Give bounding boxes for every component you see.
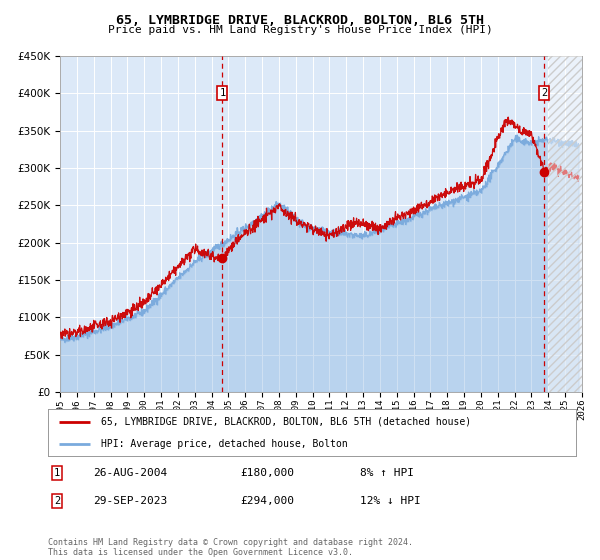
Bar (548, 56, 582, 392)
Text: 29-SEP-2023: 29-SEP-2023 (93, 496, 167, 506)
Text: 2: 2 (54, 496, 60, 506)
Text: 12% ↓ HPI: 12% ↓ HPI (360, 496, 421, 506)
Text: HPI: Average price, detached house, Bolton: HPI: Average price, detached house, Bolt… (101, 438, 347, 449)
Text: 65, LYMBRIDGE DRIVE, BLACKROD, BOLTON, BL6 5TH: 65, LYMBRIDGE DRIVE, BLACKROD, BOLTON, B… (116, 14, 484, 27)
Bar (548, 56, 582, 392)
Text: 26-AUG-2004: 26-AUG-2004 (93, 468, 167, 478)
Text: 65, LYMBRIDGE DRIVE, BLACKROD, BOLTON, BL6 5TH (detached house): 65, LYMBRIDGE DRIVE, BLACKROD, BOLTON, B… (101, 417, 471, 427)
Text: £294,000: £294,000 (240, 496, 294, 506)
Text: 1: 1 (220, 88, 226, 99)
Text: 1: 1 (54, 468, 60, 478)
Text: £180,000: £180,000 (240, 468, 294, 478)
Text: Contains HM Land Registry data © Crown copyright and database right 2024.
This d: Contains HM Land Registry data © Crown c… (48, 538, 413, 557)
Text: Price paid vs. HM Land Registry's House Price Index (HPI): Price paid vs. HM Land Registry's House … (107, 25, 493, 35)
Text: 8% ↑ HPI: 8% ↑ HPI (360, 468, 414, 478)
Text: 2: 2 (541, 88, 547, 99)
